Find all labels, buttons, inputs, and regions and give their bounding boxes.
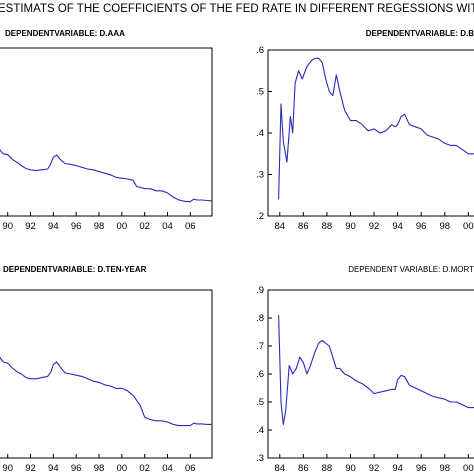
y-tick-label: .5 bbox=[256, 397, 264, 408]
x-tick-label: 90 bbox=[345, 463, 356, 474]
x-tick-label: 94 bbox=[392, 221, 403, 232]
panel-title: DEPENDENT VARIABLE: D.MORT bbox=[348, 265, 474, 274]
y-tick-label: .4 bbox=[256, 128, 264, 139]
y-tick-label: .3 bbox=[256, 170, 264, 181]
x-tick-label: 88 bbox=[322, 463, 333, 474]
y-tick-label: .8 bbox=[256, 313, 264, 324]
x-tick-label: 90 bbox=[2, 463, 13, 474]
x-tick-label: 90 bbox=[2, 221, 13, 232]
x-tick-label: 94 bbox=[392, 463, 403, 474]
x-tick-label: 06 bbox=[185, 221, 196, 232]
y-tick-label: .6 bbox=[256, 369, 264, 380]
x-tick-label: 04 bbox=[162, 463, 173, 474]
y-tick-label: .7 bbox=[256, 341, 264, 352]
panel-title: DEPENDENTVARIABLE: D.TEN-YEAR bbox=[3, 265, 147, 274]
x-tick-label: 98 bbox=[94, 221, 105, 232]
panel-title: DEPENDENTVARIABLE: D.AAA bbox=[5, 29, 125, 38]
y-tick-label: .2 bbox=[256, 211, 264, 222]
x-tick-label: 90 bbox=[345, 221, 356, 232]
x-tick-label: 84 bbox=[274, 221, 285, 232]
x-tick-label: 92 bbox=[25, 463, 36, 474]
x-tick-label: 00 bbox=[117, 221, 128, 232]
chart-panel-2: DEPENDENTVARIABLE: D.B 84 86 88 90 92 94 96 98 00… bbox=[256, 29, 474, 232]
x-tick-label: 94 bbox=[48, 463, 59, 474]
x-tick-label: 00 bbox=[463, 463, 474, 474]
x-tick-label: 06 bbox=[185, 463, 196, 474]
plot-frame bbox=[0, 289, 213, 459]
chart-panel-4: DEPENDENT VARIABLE: D.MORT 84 86 88 90 92 94 96… bbox=[256, 265, 474, 474]
x-tick-label: 96 bbox=[416, 463, 427, 474]
x-tick-label: 84 bbox=[274, 463, 285, 474]
x-tick-label: 92 bbox=[369, 463, 380, 474]
series-line bbox=[0, 356, 212, 427]
x-tick-label: 86 bbox=[298, 221, 309, 232]
y-tick-label: .5 bbox=[256, 87, 264, 98]
chart-panel-3: DEPENDENTVARIABLE: D.TEN-YEAR 90 92 94 96 98 0… bbox=[0, 265, 213, 474]
plot-frame bbox=[267, 289, 474, 459]
panel-title: DEPENDENTVARIABLE: D.B bbox=[366, 29, 474, 38]
plot-frame bbox=[0, 47, 213, 217]
x-tick-label: 96 bbox=[71, 221, 82, 232]
figure-title: ESTIMATS OF THE COEFFICIENTS OF THE FED … bbox=[0, 3, 474, 15]
x-tick-label: 98 bbox=[439, 463, 450, 474]
x-tick-label: 92 bbox=[25, 221, 36, 232]
series-line bbox=[278, 57, 474, 200]
x-tick-label: 02 bbox=[139, 463, 150, 474]
x-tick-label: 02 bbox=[139, 221, 150, 232]
x-tick-label: 92 bbox=[369, 221, 380, 232]
x-tick-label: 86 bbox=[298, 463, 309, 474]
x-tick-label: 00 bbox=[117, 463, 128, 474]
chart-panel-1: DEPENDENTVARIABLE: D.AAA 90 92 94 96 98 00 02 04… bbox=[0, 29, 213, 232]
x-tick-label: 00 bbox=[463, 221, 474, 232]
y-tick-label: .9 bbox=[256, 285, 264, 296]
series-line bbox=[0, 149, 212, 203]
y-tick-label: .3 bbox=[256, 453, 264, 464]
x-tick-label: 94 bbox=[48, 221, 59, 232]
x-tick-label: 96 bbox=[416, 221, 427, 232]
x-tick-label: 96 bbox=[71, 463, 82, 474]
series-line bbox=[278, 315, 474, 425]
y-tick-label: .4 bbox=[256, 425, 264, 436]
plot-frame bbox=[267, 49, 474, 217]
x-tick-label: 98 bbox=[439, 221, 450, 232]
x-tick-label: 98 bbox=[94, 463, 105, 474]
x-tick-label: 04 bbox=[162, 221, 173, 232]
y-tick-label: .6 bbox=[256, 45, 264, 56]
x-tick-label: 88 bbox=[322, 221, 333, 232]
